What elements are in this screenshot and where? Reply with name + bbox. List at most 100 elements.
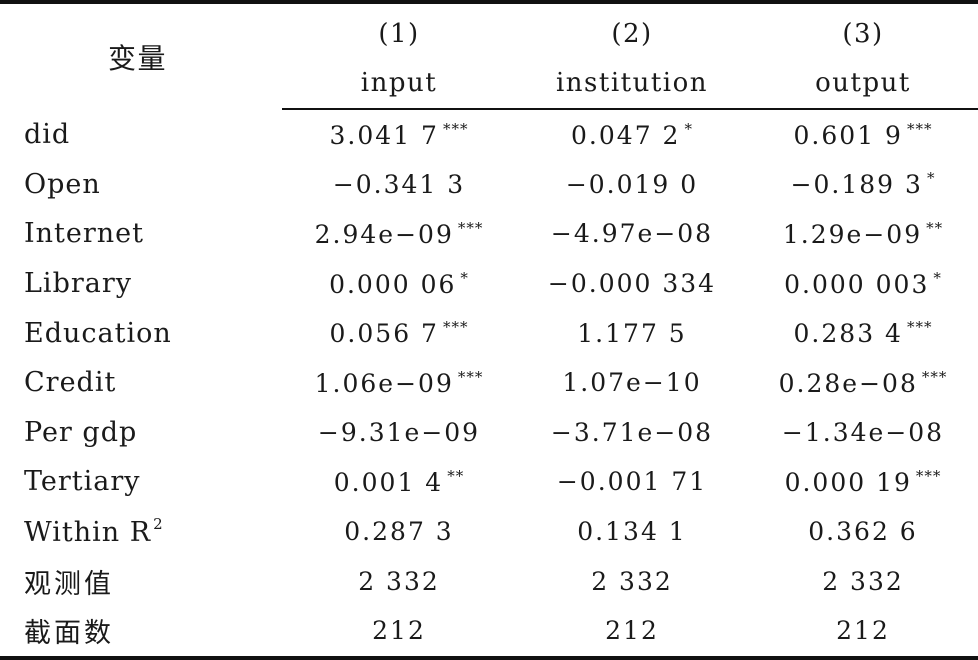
cell-value: 2 332: [822, 566, 904, 596]
observations-row: 观测值 2 332 2 332 2 332: [0, 556, 978, 606]
cell-value: 0.047 2 *: [516, 109, 748, 160]
significance-stars: **: [926, 218, 944, 237]
cell-value: 1.07e−10: [516, 358, 748, 408]
coefficient: −0.341 3: [332, 169, 466, 199]
coefficient: 1.177 5: [577, 318, 687, 348]
coefficient: −4.97e−08: [550, 219, 714, 249]
coefficient: 0.056 7: [329, 319, 439, 349]
coefficient: 1.07e−10: [562, 368, 702, 398]
row-label: Library: [24, 268, 133, 300]
table-row: Internet 2.94e−09 *** −4.97e−08 1.29e−09 *…: [0, 209, 978, 259]
coefficient: −0.189 3: [790, 170, 923, 200]
header-row-names: input institution output: [0, 58, 978, 110]
column-number-2: (2): [516, 0, 748, 58]
r2-superscript: 2: [153, 515, 164, 534]
row-label-observations: 观测值: [24, 568, 114, 600]
cell-value: 2.94e−09 ***: [282, 209, 516, 259]
row-label: Per gdp: [24, 416, 138, 448]
coefficient: 0.047 2: [571, 120, 681, 150]
coefficient: 0.000 19: [784, 467, 912, 497]
significance-stars: *: [933, 268, 942, 287]
cell-value: 3.041 7 ***: [282, 109, 516, 160]
cell-value: 0.000 003 *: [748, 259, 978, 309]
coefficient: −0.019 0: [565, 169, 699, 199]
variable-header: 变量: [0, 0, 282, 109]
cell-value: 1.06e−09 ***: [282, 358, 516, 408]
significance-stars: ***: [442, 119, 469, 138]
row-label: Education: [24, 317, 172, 349]
cell-value: 0.000 06 *: [282, 259, 516, 309]
coefficient: −3.71e−08: [550, 417, 714, 447]
cell-value: −0.189 3 *: [748, 160, 978, 210]
cell-value: 0.134 1: [577, 517, 687, 547]
coefficient: −1.34e−08: [781, 417, 945, 447]
cell-value: −4.97e−08: [516, 209, 748, 259]
cell-value: 2 332: [358, 566, 440, 596]
significance-stars: ***: [457, 218, 484, 237]
cell-value: −0.000 334: [516, 259, 748, 309]
column-number-3: (3): [748, 0, 978, 58]
row-label: Credit: [24, 367, 117, 399]
significance-stars: ***: [921, 367, 948, 386]
cell-value: 1.29e−09 **: [748, 209, 978, 259]
table-row: Credit 1.06e−09 *** 1.07e−10 0.28e−08 ***: [0, 358, 978, 408]
significance-stars: *: [926, 169, 936, 188]
coefficient: −0.001 71: [556, 467, 708, 497]
row-label: Internet: [24, 218, 145, 250]
significance-stars: ***: [906, 318, 933, 337]
coefficient: 0.000 003: [784, 269, 930, 299]
column-name-output: output: [748, 58, 978, 110]
significance-stars: **: [447, 466, 465, 485]
coefficient: 0.601 9: [793, 120, 903, 150]
cell-value: 0.000 19 ***: [748, 457, 978, 507]
cell-value: 0.287 3: [344, 517, 454, 547]
coefficient: −0.000 334: [547, 269, 717, 299]
row-label: Tertiary: [24, 466, 141, 498]
cell-value: −0.001 71: [516, 457, 748, 507]
cell-value: 0.056 7 ***: [282, 308, 516, 358]
coefficient: 0.28e−08: [778, 368, 918, 398]
coefficient: 2.94e−09: [314, 219, 454, 249]
cell-value: 0.283 4 ***: [748, 308, 978, 358]
coefficient: −9.31e−09: [317, 417, 481, 447]
cell-value: 0.28e−08 ***: [748, 358, 978, 408]
cell-value: 0.001 4 **: [282, 457, 516, 507]
cell-value: 0.362 6: [808, 517, 918, 547]
significance-stars: ***: [915, 466, 942, 485]
significance-stars: ***: [457, 367, 484, 386]
coefficient: 1.06e−09: [314, 368, 454, 398]
significance-stars: *: [684, 119, 693, 138]
table-row: Education 0.056 7 *** 1.177 5 0.283 4 ***: [0, 308, 978, 358]
table-row: Per gdp −9.31e−09 −3.71e−08 −1.34e−08: [0, 408, 978, 458]
column-name-input: input: [282, 58, 516, 110]
cell-value: −1.34e−08: [748, 408, 978, 458]
cell-value: −9.31e−09: [282, 408, 516, 458]
row-label: Open: [24, 168, 101, 200]
row-label: did: [24, 118, 71, 150]
column-name-institution: institution: [516, 58, 748, 110]
coefficient: 1.29e−09: [782, 219, 923, 249]
coefficient: 0.000 06: [329, 269, 457, 299]
table-row: Tertiary 0.001 4 ** −0.001 71 0.000 19 ***: [0, 457, 978, 507]
header-row-numbers: 变量 (1) (2) (3): [0, 0, 978, 109]
coefficient: 0.283 4: [793, 319, 903, 349]
column-number-1: (1): [282, 0, 516, 58]
cell-value: 2 332: [591, 566, 673, 596]
significance-stars: ***: [442, 318, 469, 337]
table-row: Library 0.000 06 * −0.000 334 0.000 003 *: [0, 259, 978, 309]
significance-stars: ***: [906, 119, 933, 138]
table-row: Open −0.341 3 −0.019 0 −0.189 3 *: [0, 160, 978, 210]
cell-value: −0.341 3: [282, 160, 516, 210]
within-r2-text: Within R: [24, 517, 152, 549]
cell-value: −0.019 0: [516, 160, 748, 210]
cell-value: 1.177 5: [516, 308, 748, 358]
cell-value: −3.71e−08: [516, 408, 748, 458]
cell-value: 0.601 9 ***: [748, 109, 978, 160]
coefficient: 3.041 7: [329, 120, 439, 150]
significance-stars: *: [460, 268, 469, 287]
table-row: did 3.041 7 *** 0.047 2 * 0.601 9 ***: [0, 109, 978, 160]
